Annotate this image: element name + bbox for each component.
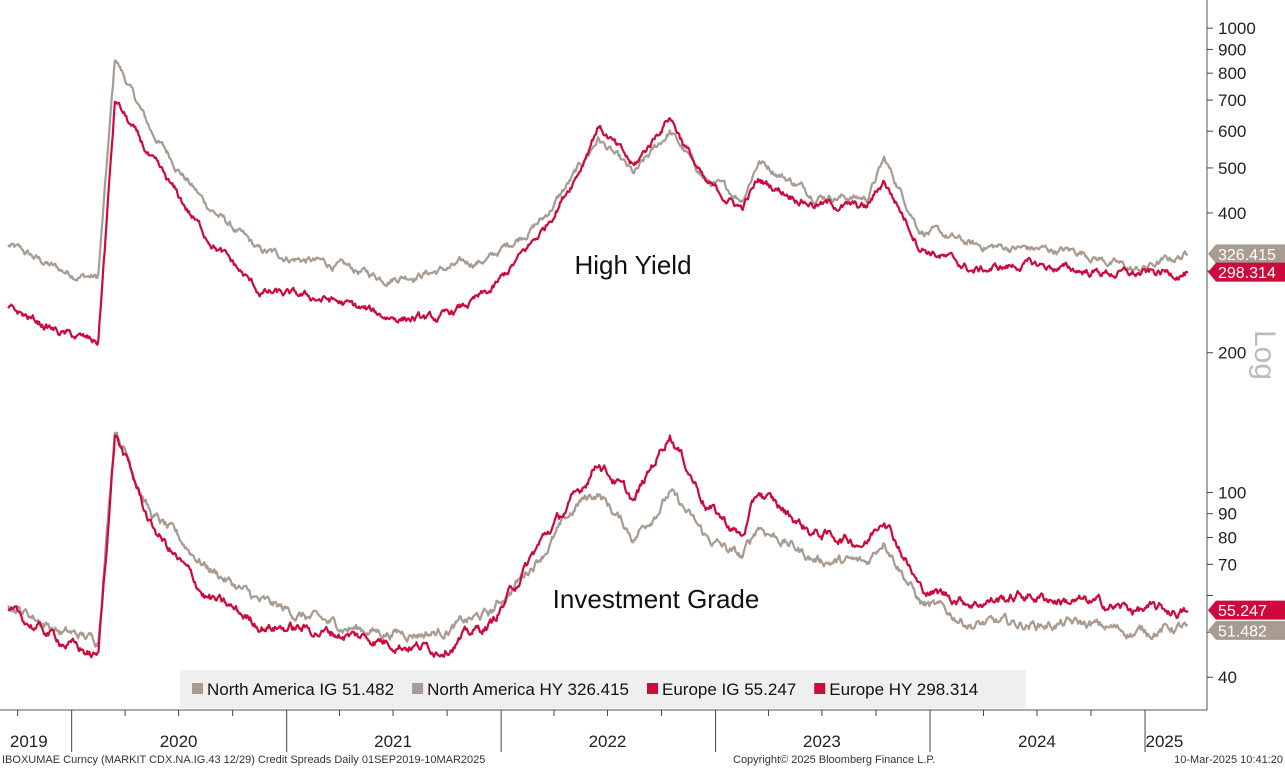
y-axis-scale-label: Log [1248, 330, 1281, 380]
last-value-tag-label: 51.482 [1218, 623, 1267, 640]
legend-swatch [192, 683, 203, 694]
legend-label: Europe HY 298.314 [829, 680, 978, 699]
y-tick-label: 70 [1218, 555, 1237, 574]
last-value-tag [1208, 620, 1285, 640]
y-tick-label: 80 [1218, 528, 1237, 547]
legend-swatch [647, 683, 659, 694]
y-tick-label: 90 [1218, 505, 1237, 524]
annotation-layer: High Yield Investment Grade [553, 250, 760, 614]
x-tick-label: 2020 [160, 732, 198, 751]
last-value-tag [1208, 600, 1285, 620]
y-axis: 40 70 80 90 100 200 400 500 600 700 800 900 1000 Log [1207, 19, 1281, 687]
y-tick-label: 100 [1218, 483, 1246, 502]
legend-label: North America HY 326.415 [427, 680, 629, 699]
y-tick-label: 600 [1218, 122, 1246, 141]
series-line-north-america-hy [7, 59, 1189, 288]
legend-swatch [412, 683, 424, 694]
y-tick-label: 1000 [1218, 19, 1256, 38]
footer-copyright: Copyright© 2025 Bloomberg Finance L.P. [733, 754, 936, 766]
footer-ticker: IBOXUMAE Curncy (MARKIT CDX.NA.IG.43 12/… [2, 754, 486, 766]
x-tick-label: 2025 [1146, 732, 1184, 751]
x-tick-label: 2023 [803, 732, 841, 751]
y-tick-label: 500 [1218, 159, 1246, 178]
series-line-north-america-ig [7, 431, 1189, 648]
legend-swatch [814, 683, 826, 694]
x-axis: 2019 2020 2021 2022 2023 2024 2025 [10, 710, 1183, 752]
last-value-tag-label: 326.415 [1218, 247, 1276, 264]
legend: North America IG 51.482 North America HY … [180, 670, 1026, 708]
series-line-europe-hy [7, 100, 1189, 346]
legend-label: Europe IG 55.247 [662, 680, 796, 699]
y-tick-label: 200 [1218, 344, 1246, 363]
x-tick-label: 2024 [1018, 732, 1056, 751]
y-tick-label: 400 [1218, 204, 1246, 223]
annotation-high-yield: High Yield [574, 250, 691, 280]
plot-area [0, 0, 1208, 711]
last-value-tag [1208, 244, 1285, 264]
legend-label: North America IG 51.482 [207, 680, 394, 699]
y-tick-label: 40 [1218, 668, 1237, 687]
annotation-investment-grade: Investment Grade [553, 584, 760, 614]
series-layer [7, 59, 1189, 659]
x-tick-label: 2022 [589, 732, 627, 751]
x-tick-label: 2021 [374, 732, 412, 751]
footer-timestamp: 10-Mar-2025 10:41:20 [1174, 754, 1283, 766]
y-tick-label: 800 [1218, 64, 1246, 83]
legend-box [180, 670, 1026, 708]
last-value-tag-label: 55.247 [1218, 603, 1267, 620]
x-tick-label: 2019 [10, 732, 48, 751]
credit-spreads-chart: High Yield Investment Grade 40 70 80 90 100 20… [0, 0, 1285, 752]
last-value-tag-label: 298.314 [1218, 265, 1276, 282]
y-tick-label: 900 [1218, 40, 1246, 59]
y-tick-label: 700 [1218, 91, 1246, 110]
last-value-tag [1208, 262, 1285, 282]
series-line-europe-ig [7, 434, 1189, 659]
